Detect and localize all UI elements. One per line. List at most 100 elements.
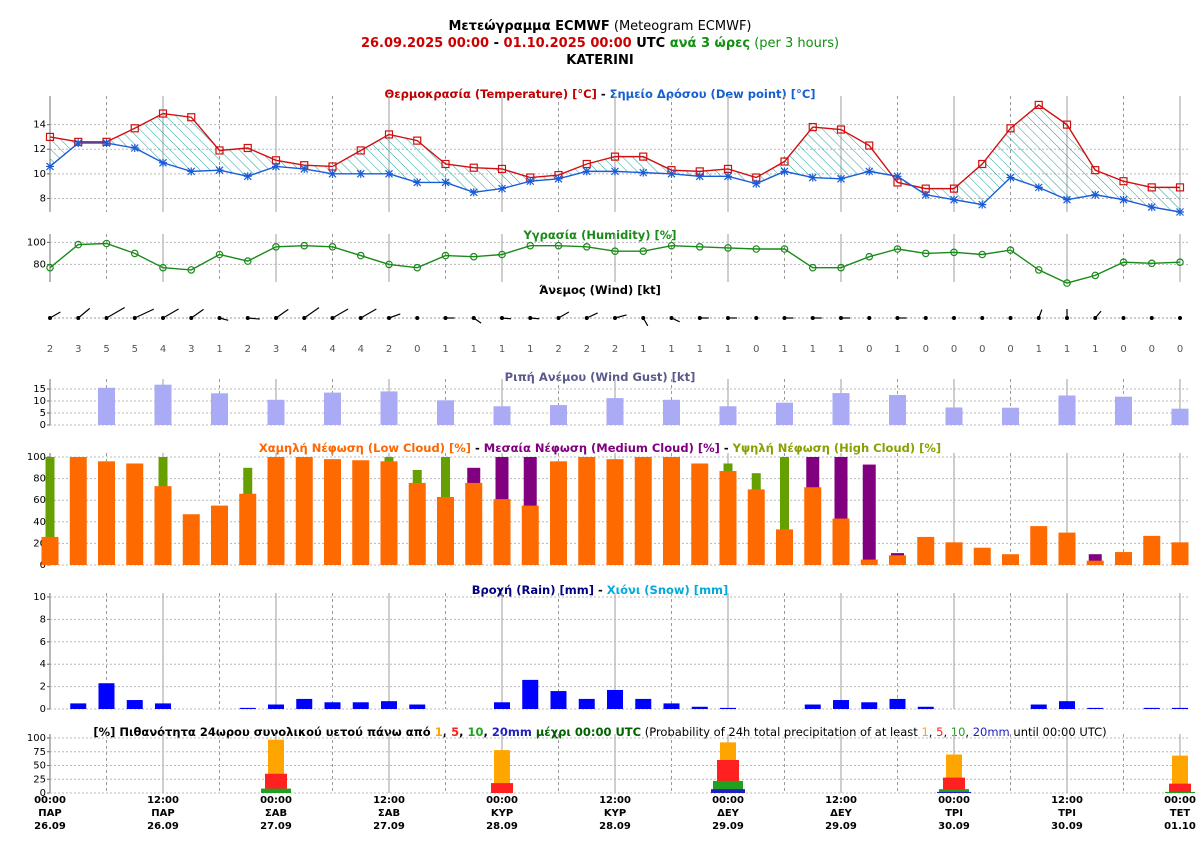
temp-marker: [215, 146, 224, 155]
dew-marker: [1091, 190, 1100, 199]
temp-marker: [384, 130, 394, 139]
title-part: ,: [929, 725, 936, 739]
bar: [635, 698, 652, 709]
humidity-marker: [780, 245, 789, 253]
dew-marker: [102, 139, 111, 148]
humidity-marker: [582, 243, 591, 251]
bar: [494, 702, 510, 709]
bar: [780, 457, 789, 565]
x-date-label: 28.09: [486, 821, 518, 832]
wind-speed-label: 3: [273, 344, 279, 355]
dew-marker: [667, 169, 676, 178]
x-date-label: 01.10: [1164, 821, 1196, 832]
x-date-label: 27.09: [260, 821, 292, 832]
dew-marker: [272, 162, 280, 171]
y-tick-label: 0: [40, 420, 46, 431]
dew-marker: [385, 169, 393, 178]
dew-marker: [1119, 195, 1128, 204]
title-part: ανά 3 ώρες: [665, 36, 750, 51]
bar: [126, 463, 144, 565]
x-time-label: 00:00: [486, 795, 518, 806]
y-tick-label: 8: [40, 193, 46, 204]
bar: [663, 399, 680, 425]
bar: [550, 691, 567, 709]
bar: [239, 493, 257, 565]
bar: [494, 750, 510, 793]
wind-dot: [1149, 316, 1154, 320]
x-day-label: ΤΡΙ: [945, 808, 963, 819]
wind-arrow: [1094, 310, 1102, 319]
y-tick-label: 0: [40, 560, 46, 571]
humidity-marker: [1176, 258, 1184, 267]
temp-marker: [1119, 177, 1128, 186]
dew-marker: [46, 162, 54, 171]
wind-arrow: [614, 314, 627, 319]
bar: [182, 514, 200, 565]
wind-speed-label: 0: [979, 344, 985, 355]
humidity-marker: [837, 263, 845, 272]
title: Ριπή Ανέμου (Wind Gust) [kt]: [505, 370, 696, 384]
bar: [691, 706, 708, 709]
title-part: Σημείο Δρόσου (Dew point) [°C]: [610, 87, 816, 101]
title-part: Χιόνι (Snow) [mm]: [607, 583, 729, 597]
bar: [211, 393, 228, 425]
wind-speed-label: 1: [697, 344, 703, 355]
wind-arrow: [586, 312, 598, 319]
bar: [1002, 407, 1019, 425]
wind-arrow: [190, 308, 204, 319]
humidity-marker: [243, 257, 252, 265]
bar: [711, 789, 745, 793]
wind-arrow: [501, 317, 512, 320]
dew-marker: [413, 178, 422, 187]
bar: [889, 395, 906, 425]
title: [%] Πιθανότητα 24ωρου συνολικού υετού πά…: [93, 725, 1106, 739]
temp-marker: [158, 109, 168, 118]
title-part: 26.09.2025 00:00: [361, 36, 489, 51]
title-part: 1: [921, 725, 928, 739]
dew-marker: [893, 172, 902, 181]
bar: [295, 457, 313, 565]
title-part: -: [594, 583, 607, 597]
title-part: 10: [467, 725, 483, 739]
title-part: -: [489, 36, 503, 51]
wind-dot: [754, 316, 759, 320]
bar: [409, 704, 426, 709]
temp-marker: [978, 159, 987, 169]
wind-dot: [923, 316, 928, 320]
series-line: [49, 242, 1181, 284]
bar: [889, 555, 906, 565]
humidity-marker: [893, 245, 902, 253]
dew-marker: [950, 195, 958, 204]
x-day-label: ΤΕΤ: [1170, 808, 1191, 819]
bar: [98, 387, 115, 425]
bar: [155, 703, 171, 709]
temp-marker: [1006, 124, 1015, 133]
bar: [352, 702, 369, 709]
bar: [1143, 707, 1160, 709]
humidity-marker: [950, 248, 958, 257]
humidity-marker: [695, 243, 704, 251]
x-date-label: 28.09: [599, 821, 631, 832]
bar: [154, 384, 172, 425]
bar: [917, 536, 935, 565]
bar: [1030, 704, 1047, 709]
humidity-marker: [667, 241, 676, 250]
title-part: 20mm: [973, 725, 1010, 739]
dew-marker: [1176, 208, 1184, 216]
title: Άνεμος (Wind) [kt]: [539, 283, 661, 297]
bar: [211, 505, 228, 565]
title-part: Μεσαία Νέφωση (Medium Cloud) [%]: [484, 441, 720, 455]
bar: [776, 529, 793, 565]
dew-marker: [498, 184, 506, 193]
x-time-label: 12:00: [825, 795, 857, 806]
dew-marker: [328, 169, 337, 178]
humidity-marker: [978, 250, 987, 259]
dew-marker: [695, 172, 704, 181]
dew-marker: [130, 144, 139, 152]
bar: [719, 471, 737, 565]
humidity-marker: [469, 252, 478, 261]
wind-speed-label: 2: [47, 344, 53, 355]
humidity-marker: [74, 240, 83, 249]
wind-speed-label: 0: [1149, 344, 1155, 355]
